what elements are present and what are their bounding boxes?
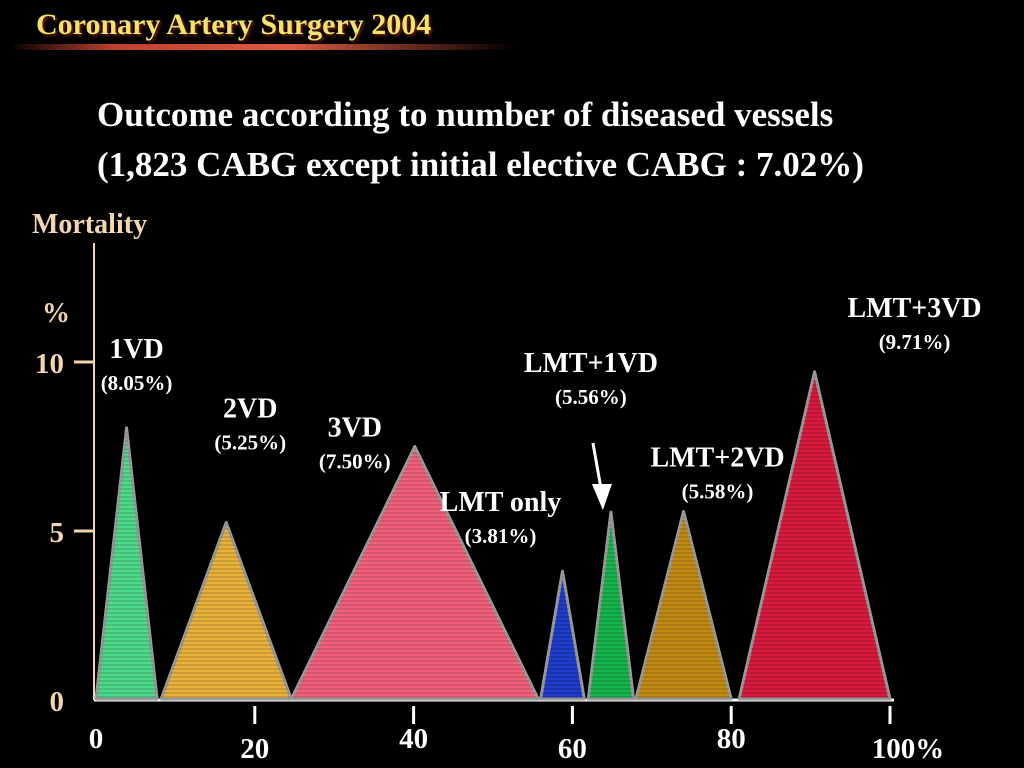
y-tick-label: 0 [50, 686, 65, 718]
series-name-label: LMT+2VD [650, 442, 784, 473]
pointer-arrow-icon [591, 484, 612, 510]
chart-subtitle: Outcome according to number of diseased … [97, 90, 864, 190]
y-tick-label: 5 [50, 517, 65, 549]
x-tick-label: 0 [89, 723, 104, 755]
series-value-label: (7.50%) [319, 450, 391, 474]
chart-labels: 1VD (8.05%) 2VD (5.25%) 3VD (7.50%) LMT only (3… [101, 293, 982, 548]
series-name-label: 1VD [109, 334, 163, 365]
series-value-label: (3.81%) [465, 524, 537, 548]
header-underline [14, 44, 514, 50]
subtitle-line-2: (1,823 CABG except initial elective CABG… [97, 145, 864, 184]
x-tick-label: 40 [399, 723, 428, 755]
triangle-shading [96, 427, 158, 699]
series-value-label: (5.58%) [682, 479, 754, 503]
series-name-label: 3VD [328, 413, 382, 444]
chart-marks [94, 370, 892, 701]
y-axis-label: Mortality [32, 209, 148, 240]
triangle-shading [161, 522, 292, 699]
series-name-label: LMT only [440, 487, 562, 518]
series-name-label: 2VD [223, 394, 277, 425]
triangle-shading [291, 446, 539, 699]
series-value-label: (5.25%) [214, 431, 286, 455]
x-tick-label: 20 [240, 733, 269, 765]
subtitle-line-1: Outcome according to number of diseased … [97, 95, 834, 134]
x-tick-label: 60 [558, 733, 587, 765]
y-axis-unit: % [42, 298, 70, 329]
x-tick-label: 80 [717, 723, 746, 755]
triangle-shading [540, 571, 585, 699]
pointer-arrow-shaft [591, 442, 603, 489]
triangle-shading [588, 512, 634, 699]
series-name-label: LMT+3VD [847, 293, 981, 324]
header-title: Coronary Artery Surgery 2004 [36, 8, 432, 41]
x-tick-label: 100% [872, 733, 945, 765]
series-value-label: (9.71%) [879, 330, 951, 354]
y-tick-label: 10 [35, 348, 64, 380]
series-value-label: (8.05%) [101, 371, 173, 395]
triangle-shading [635, 511, 732, 699]
triangle-shading [739, 371, 890, 699]
series-value-label: (5.56%) [555, 385, 627, 409]
series-name-label: LMT+1VD [524, 348, 658, 379]
